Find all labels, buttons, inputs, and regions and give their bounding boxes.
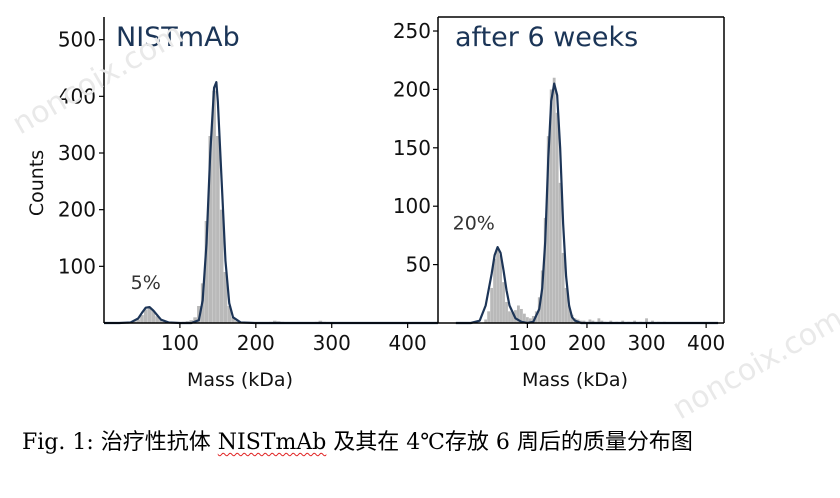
p1-histogram-bar — [159, 319, 163, 323]
p2-histogram-bar — [570, 314, 574, 323]
mass-distribution-figure: 100 200 300 400 100 200 300 400 500 NISTmAb 5% 100… — [7, 16, 840, 420]
p2-histogram-bar — [546, 136, 550, 323]
figure-caption: Fig. 1: 治疗性抗体 NISTmAb 及其在 4℃存放 6 周后的质量分布… — [22, 424, 834, 456]
p1-histogram-bar — [151, 310, 156, 323]
p1-axes-frame — [103, 17, 439, 324]
p2-histogram-bar — [517, 305, 520, 323]
p2-peak-annotation: 20% — [453, 213, 495, 235]
p2-histogram-bar — [591, 320, 595, 323]
p2-histogram-bar — [588, 319, 592, 323]
p1-histogram-bar — [204, 221, 209, 323]
p1-x-tick-label: 100 — [161, 331, 199, 355]
p1-histogram-bar — [140, 315, 144, 323]
p2-histogram-bar — [633, 320, 637, 323]
p2-histogram-bar — [558, 182, 562, 323]
p1-y-tick-label: 300 — [58, 141, 96, 165]
p1-histogram-bar — [235, 320, 239, 323]
p2-histogram-bar — [543, 217, 547, 323]
p1-histogram-bar — [132, 321, 137, 323]
p2-histogram-bar — [597, 318, 601, 323]
p1-histogram-bar — [212, 90, 216, 323]
p2-histogram-bar — [621, 320, 625, 323]
p2-x-tick-label: 300 — [627, 331, 665, 355]
p1-x-tick-label: 300 — [313, 331, 351, 355]
p1-histogram-bar — [227, 306, 232, 323]
p1-histogram-bar — [143, 309, 148, 323]
p2-histogram-bar — [567, 305, 571, 323]
p2-panel-title: after 6 weeks — [455, 22, 638, 53]
p2-fit-curve — [455, 82, 719, 325]
p2-histogram-bar — [484, 319, 488, 323]
p2-x-tick-label: 200 — [568, 331, 606, 355]
p2-histogram-bar — [499, 255, 502, 323]
p2-histogram-bar — [582, 320, 586, 323]
x-axis-label-right: Mass (kDa) — [522, 369, 628, 391]
p1-x-tick-label: 400 — [389, 331, 427, 355]
p2-histogram-bar — [487, 311, 491, 323]
p2-histogram-bar — [645, 318, 648, 323]
p2-histogram-bar — [502, 282, 505, 323]
p1-histogram-bar — [231, 317, 235, 323]
p2-histogram-bar — [490, 287, 494, 323]
p2-histogram-bar — [600, 320, 604, 323]
p1-y-tick-label: 200 — [58, 198, 96, 222]
p2-histogram-bar — [561, 252, 565, 323]
p2-y-tick-label: 100 — [393, 194, 431, 218]
p2-histogram-bar — [552, 77, 556, 323]
p1-histogram-bar — [193, 317, 197, 323]
p1-histogram-bar — [272, 320, 277, 323]
p2-histogram-bar — [549, 89, 553, 323]
p2-y-tick-label: 50 — [406, 253, 431, 277]
p2-axes-frame — [438, 16, 725, 324]
p1-peak-annotation: 5% — [131, 272, 161, 294]
p2-histogram-bar — [609, 320, 613, 323]
p2-y-tick-label: 200 — [393, 77, 431, 101]
x-axis-label-left: Mass (kDa) — [187, 369, 293, 391]
svg-text:noncoix.com: noncoix.com — [667, 301, 840, 420]
svg-text:noncoix.com: noncoix.com — [7, 16, 190, 142]
p2-histogram-bar — [511, 312, 514, 323]
p2-histogram-bar — [555, 112, 559, 324]
p2-histogram-bar — [493, 258, 497, 323]
caption-prefix: Fig. 1: 治疗性抗体 — [22, 430, 218, 455]
p1-histogram-bar — [189, 320, 194, 323]
after-6-weeks-panel: 100 200 300 400 50 100 150 200 250 after 6 weeks 2… — [393, 16, 725, 355]
p2-x-tick-label: 400 — [687, 331, 725, 355]
caption-underlined: NISTmAb — [217, 430, 327, 455]
p2-x-tick-label: 100 — [508, 331, 546, 355]
p2-histogram-bar — [496, 248, 499, 323]
p1-y-tick-label: 400 — [58, 84, 96, 108]
p1-histogram-bar — [216, 136, 220, 323]
p1-histogram-bar — [147, 307, 152, 323]
p2-histogram-bar — [505, 301, 508, 323]
p2-histogram-bar — [525, 317, 529, 323]
p2-histogram-bar — [651, 320, 654, 323]
p2-histogram-bar — [520, 308, 523, 323]
p2-histogram-bar — [528, 318, 532, 323]
p2-y-tick-label: 150 — [393, 136, 431, 160]
p2-histogram-bar — [564, 287, 568, 323]
p1-panel-title: NISTmAb — [116, 22, 240, 53]
caption-suffix: 及其在 4℃存放 6 周后的质量分布图 — [326, 430, 693, 455]
axis-titles: Counts Mass (kDa) Mass (kDa) — [26, 150, 628, 391]
p1-x-tick-label: 200 — [237, 331, 275, 355]
p2-histogram-bar — [540, 270, 544, 323]
p2-histogram-bar — [522, 313, 526, 323]
y-axis-label: Counts — [26, 150, 48, 216]
p2-histogram-bar — [508, 311, 511, 323]
p1-histogram-bar — [136, 319, 140, 323]
p1-histogram-bar — [208, 136, 213, 323]
p1-histogram-bar — [219, 209, 224, 323]
nistmab-panel: 100 200 300 400 100 200 300 400 500 NISTmAb 5% — [58, 17, 439, 355]
p1-histogram-bar — [155, 316, 159, 323]
p1-histogram-bar — [318, 320, 323, 323]
p1-histogram-bar — [223, 272, 228, 323]
p2-y-tick-label: 250 — [393, 19, 431, 43]
p1-y-tick-label: 100 — [58, 254, 96, 278]
p1-y-tick-label: 500 — [58, 28, 96, 52]
